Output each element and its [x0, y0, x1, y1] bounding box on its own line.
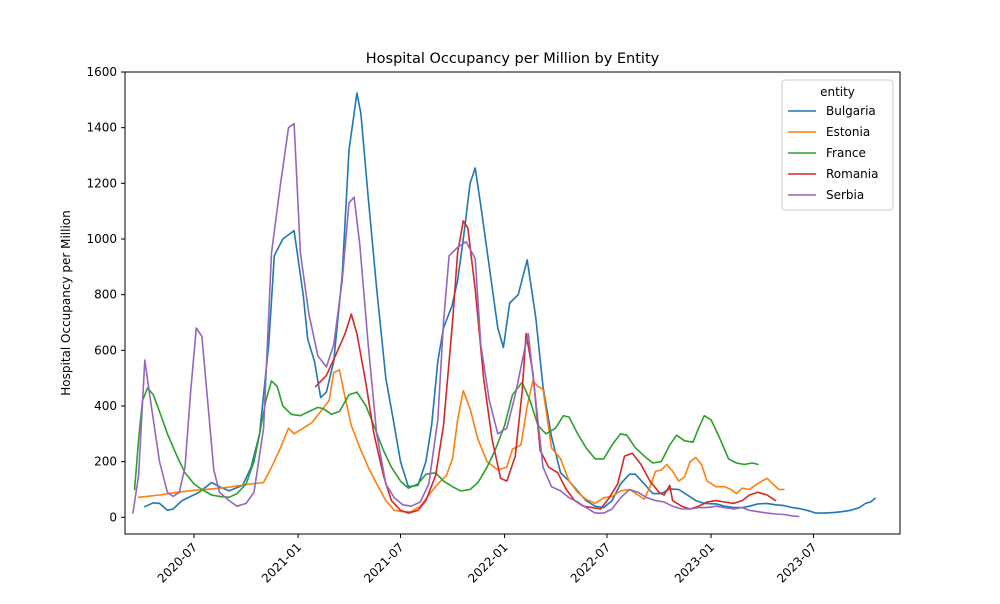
- y-tick-label: 0: [109, 510, 117, 524]
- legend-label-estonia: Estonia: [826, 125, 870, 139]
- chart-title: Hospital Occupancy per Million by Entity: [366, 51, 660, 67]
- series-layer: [132, 92, 876, 518]
- y-tick-label: 200: [94, 455, 117, 469]
- y-tick-label: 1400: [86, 121, 117, 135]
- legend-label-france: France: [826, 146, 866, 160]
- legend-label-bulgaria: Bulgaria: [826, 104, 876, 118]
- legend-title: entity: [820, 85, 855, 99]
- legend-items: Bulgaria Estonia France Romania Serbia: [788, 104, 878, 202]
- y-tick-label: 600: [94, 343, 117, 357]
- legend-frame: [781, 79, 894, 211]
- y-tick-label: 1200: [86, 176, 117, 190]
- y-tick-label: 1600: [86, 65, 117, 79]
- legend: entity Bulgaria Estonia France Romania Serbi…: [781, 79, 894, 211]
- y-axis: 0 200 400 600 800 1000 1200 1400 1600: [86, 65, 125, 524]
- y-axis-label: Hospital Occupancy per Million: [59, 210, 73, 396]
- series-line-bulgaria: [144, 92, 876, 514]
- series-line-france: [133, 380, 759, 499]
- legend-label-serbia: Serbia: [826, 188, 864, 202]
- y-tick-label: 400: [94, 399, 117, 413]
- y-tick-label: 800: [94, 288, 117, 302]
- series-line-serbia: [132, 122, 800, 518]
- legend-label-romania: Romania: [826, 167, 878, 181]
- y-tick-label: 1000: [86, 232, 117, 246]
- plot-frame: [124, 71, 901, 535]
